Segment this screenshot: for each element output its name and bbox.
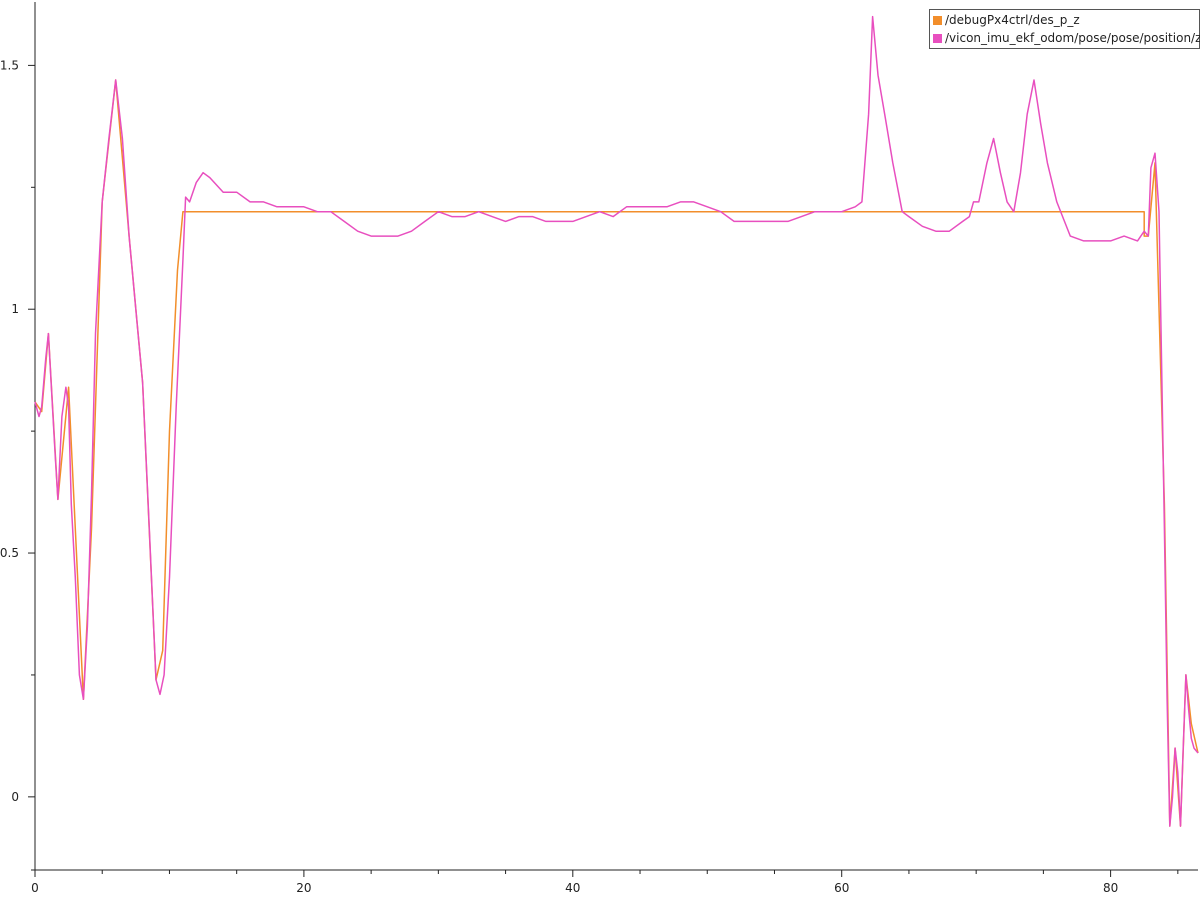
legend-label: /vicon_imu_ekf_odom/pose/pose/position/z <box>945 31 1200 45</box>
legend-swatch <box>933 15 942 25</box>
x-tick-label: 80 <box>1103 881 1118 895</box>
legend-swatch <box>933 33 942 43</box>
x-tick-label: 60 <box>834 881 849 895</box>
y-tick-label: 1 <box>11 302 19 316</box>
series-line-des-p-z <box>34 79 1199 827</box>
x-tick-label: 0 <box>31 881 39 895</box>
series-layer <box>34 15 1199 827</box>
x-tick-label: 40 <box>565 881 580 895</box>
y-tick-label: 0.5 <box>0 546 19 560</box>
y-tick-label: 0 <box>11 790 19 804</box>
series-line-position-z <box>34 15 1199 827</box>
legend: /debugPx4ctrl/des_p_z /vicon_imu_ekf_odo… <box>929 9 1200 49</box>
legend-label: /debugPx4ctrl/des_p_z <box>945 13 1080 27</box>
legend-entry-position-z: /vicon_imu_ekf_odom/pose/pose/position/z <box>933 29 1200 47</box>
y-tick-label: 1.5 <box>0 58 19 72</box>
legend-entry-des-p-z: /debugPx4ctrl/des_p_z <box>933 11 1196 29</box>
x-tick-label: 20 <box>296 881 311 895</box>
